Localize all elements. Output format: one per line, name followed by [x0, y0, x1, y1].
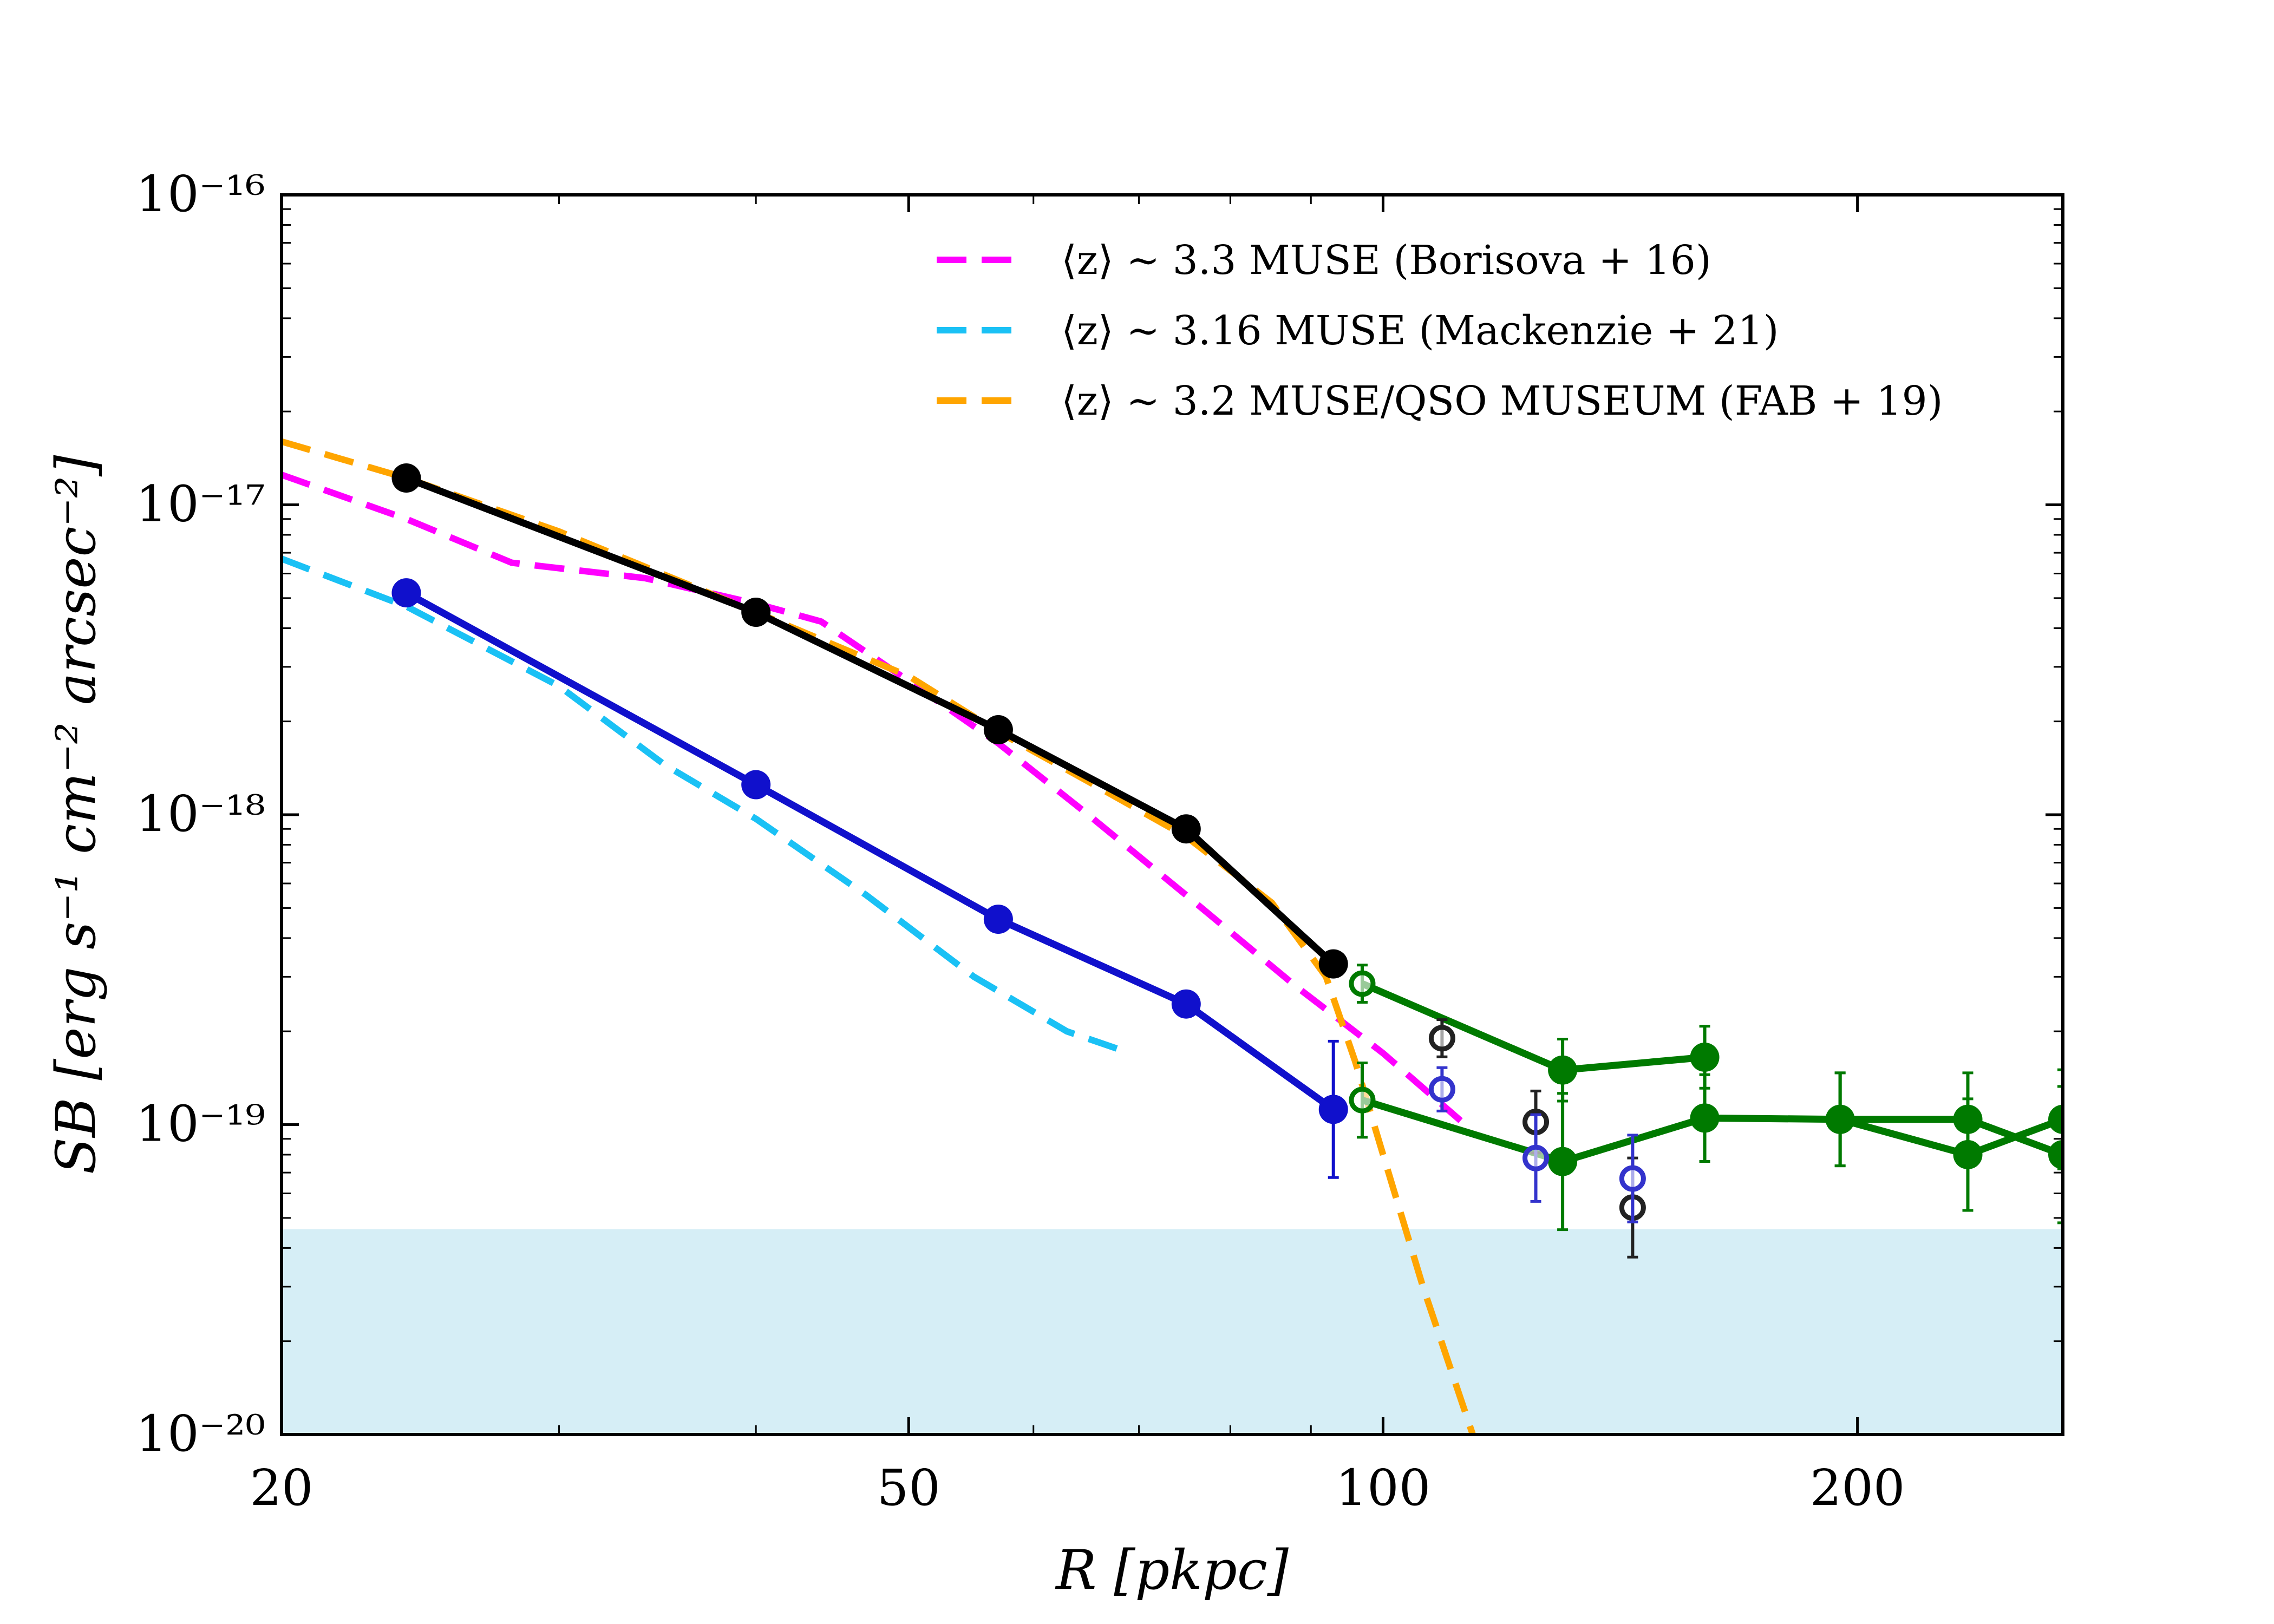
data-point	[983, 905, 1013, 934]
x-tick-label: 20	[250, 1459, 313, 1517]
open-marker	[1349, 970, 1376, 997]
x-tick-label: 50	[877, 1459, 940, 1517]
data-point	[1171, 814, 1201, 844]
data-point	[1171, 989, 1201, 1019]
series-layer	[282, 438, 2063, 1435]
open-marker	[1619, 1165, 1646, 1192]
data-point	[741, 598, 771, 627]
data-point	[2048, 1104, 2063, 1134]
series-0	[282, 472, 1463, 1123]
data-point	[1548, 1147, 1578, 1176]
x-tick-label: 200	[1810, 1459, 1905, 1517]
open-marker	[1522, 1144, 1550, 1171]
series-6	[1349, 1061, 2063, 1232]
data-point	[1690, 1042, 1720, 1072]
open-marker	[1428, 1025, 1455, 1052]
noise-floor-band	[282, 1229, 2063, 1435]
noise-floor-rect	[282, 1229, 2063, 1435]
series-3	[391, 463, 1348, 979]
series-4	[391, 578, 1348, 1179]
y-tick-label: 10⁻¹⁶	[136, 165, 265, 223]
y-tick-labels: 10⁻¹⁶ 10⁻¹⁷ 10⁻¹⁸ 10⁻¹⁹ 10⁻²⁰	[136, 165, 265, 1463]
y-tick-label: 10⁻¹⁸	[136, 785, 265, 843]
open-marker	[1428, 1076, 1455, 1103]
data-point	[1690, 1103, 1720, 1133]
x-axis-label: R [pkpc]	[1055, 1538, 1289, 1602]
data-point	[391, 578, 421, 608]
series-7	[1825, 1071, 2063, 1224]
series-line	[282, 472, 1463, 1123]
y-tick-label: 10⁻¹⁹	[136, 1095, 265, 1153]
legend-label: ⟨z⟩ ∼ 3.3 MUSE (Borisova + 16)	[1061, 237, 1711, 284]
data-point	[1953, 1104, 1983, 1134]
x-tick-labels: 20 50 100 200	[250, 1459, 1905, 1517]
data-point	[983, 715, 1013, 745]
legend: ⟨z⟩ ∼ 3.3 MUSE (Borisova + 16) ⟨z⟩ ∼ 3.16…	[937, 237, 1943, 424]
x-tick-label: 100	[1336, 1459, 1431, 1517]
data-point	[741, 770, 771, 800]
data-point	[1548, 1055, 1578, 1085]
series-9	[1428, 1066, 1646, 1223]
data-point	[1825, 1104, 1855, 1134]
series-line	[282, 555, 1120, 1053]
data-point	[2048, 1140, 2063, 1169]
legend-label: ⟨z⟩ ∼ 3.16 MUSE (Mackenzie + 21)	[1061, 307, 1779, 354]
series-2	[282, 438, 1476, 1435]
data-point	[391, 463, 421, 493]
legend-label: ⟨z⟩ ∼ 3.2 MUSE/QSO MUSEUM (FAB + 19)	[1061, 378, 1943, 424]
series-line	[282, 438, 1476, 1435]
y-tick-label: 10⁻¹⁷	[136, 475, 265, 533]
y-tick-label: 10⁻²⁰	[136, 1405, 265, 1463]
data-point	[1318, 1095, 1348, 1124]
plot-frame	[280, 193, 2064, 1436]
y-axis-label: SB [erg s⁻¹ cm⁻² arcsec⁻²]	[44, 455, 108, 1175]
series-1	[282, 555, 1120, 1053]
open-marker	[1349, 1086, 1376, 1114]
data-point	[1318, 949, 1348, 979]
